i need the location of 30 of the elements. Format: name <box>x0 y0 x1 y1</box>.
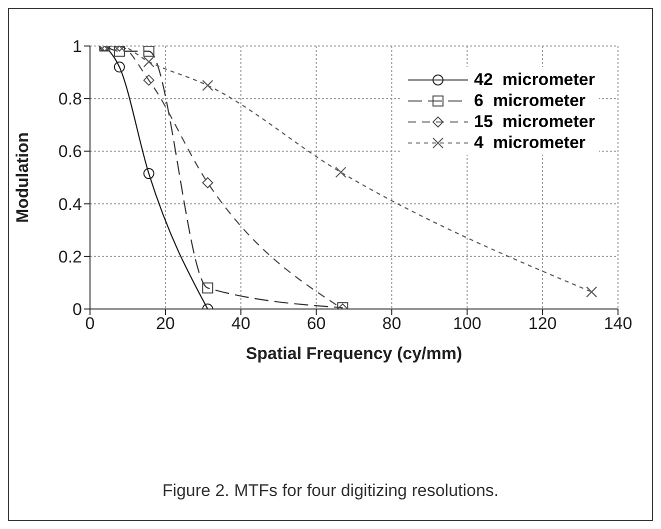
y-axis-title: Modulation <box>13 132 32 223</box>
point <box>143 74 154 86</box>
y-tick-label: 0.4 <box>58 194 82 214</box>
x-tick-label: 40 <box>231 314 250 334</box>
legend-label: 4 micrometer <box>474 132 586 152</box>
x-tick-label: 100 <box>452 314 482 334</box>
y-tick-label: 0 <box>72 300 82 320</box>
y-tick-label: 0.8 <box>58 90 82 109</box>
x-tick-label: 60 <box>306 314 326 334</box>
legend-label: 15 micrometer <box>474 112 595 132</box>
x-tick-label: 20 <box>156 314 175 334</box>
point <box>114 62 125 73</box>
point <box>143 56 154 68</box>
y-tick-label: 1 <box>72 37 82 56</box>
point <box>202 177 214 188</box>
x-tick-label: 80 <box>382 314 402 334</box>
y-tick-label: 0.2 <box>58 247 82 266</box>
legend-label: 42 micrometer <box>474 70 595 90</box>
point <box>143 168 154 180</box>
x-tick-label: 0 <box>85 314 95 334</box>
legend-label: 6 micrometer <box>474 90 586 110</box>
caption: Figure 2. MTFs for four digitizing resolutions. <box>161 481 500 501</box>
x-axis-title: Spatial Frequency (cy/mm) <box>246 344 462 363</box>
point <box>114 46 125 57</box>
x-tick-label: 120 <box>528 314 557 334</box>
point <box>335 166 346 178</box>
point <box>202 80 214 92</box>
x-tick-label: 140 <box>604 314 632 334</box>
point <box>143 46 154 57</box>
y-tick-label: 0.6 <box>58 142 82 162</box>
